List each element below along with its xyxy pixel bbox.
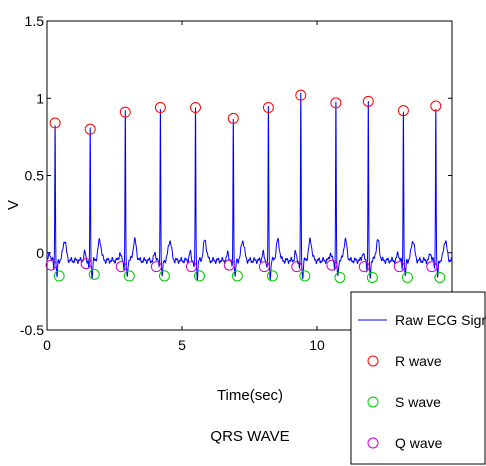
- legend-entry-r-wave: R wave: [395, 353, 442, 369]
- q-wave-marker: [185, 261, 197, 273]
- s-wave-marker: [434, 271, 446, 283]
- axes-box: [46, 20, 453, 331]
- y-tick-label: 0: [36, 245, 44, 261]
- s-wave-marker: [88, 268, 100, 280]
- x-tick-label: 5: [178, 337, 186, 353]
- r-wave-marker: [262, 102, 274, 114]
- q-wave-marker: [258, 261, 270, 273]
- r-wave-marker: [227, 112, 239, 124]
- legend-circle-swatch: [367, 355, 379, 367]
- s-wave-marker: [194, 270, 206, 282]
- q-wave-marker: [80, 258, 92, 270]
- y-tick-label: -0.5: [20, 322, 44, 338]
- q-wave-marker: [426, 261, 438, 273]
- y-tick-label: 1: [36, 90, 44, 106]
- legend-circle-swatch: [367, 396, 379, 408]
- x-axis-label: Time(sec): [217, 387, 283, 404]
- q-wave-marker: [393, 261, 405, 273]
- s-wave-marker: [53, 270, 65, 282]
- y-tick-label: 1.5: [25, 13, 45, 29]
- plot-area: -0.500.511.50 5 10: [20, 13, 453, 353]
- r-wave-marker: [119, 106, 131, 118]
- s-wave-marker: [334, 271, 346, 283]
- s-wave-marker: [299, 270, 311, 282]
- y-tick-label: 0.5: [25, 168, 45, 184]
- y-axis-label: V: [5, 200, 22, 210]
- r-wave-marker: [154, 102, 166, 114]
- s-wave-marker: [123, 270, 135, 282]
- q-wave-marker: [150, 261, 162, 273]
- chart-title: QRS WAVE: [210, 428, 289, 445]
- s-wave-marker: [158, 270, 170, 282]
- r-wave-marker: [362, 95, 374, 107]
- r-wave-marker: [190, 102, 201, 114]
- legend-entry-s-wave: S wave: [395, 394, 441, 410]
- r-wave-marker: [330, 97, 342, 109]
- s-wave-marker: [366, 271, 378, 283]
- tick-marks: [46, 20, 452, 331]
- r-wave-marker: [84, 123, 96, 135]
- r-wave-marker: [430, 100, 442, 112]
- s-wave-marker: [231, 270, 243, 282]
- tick-labels: -0.500.511.50 5 10: [20, 13, 325, 353]
- series-layer: [45, 89, 453, 283]
- s-wave-marker: [401, 271, 413, 283]
- q-wave-marker: [358, 261, 370, 273]
- x-tick-label: 10: [309, 337, 325, 353]
- legend-circle-swatch: [367, 437, 379, 449]
- q-wave-marker: [291, 261, 303, 273]
- q-wave-marker: [45, 259, 57, 271]
- x-tick-label: 0: [43, 337, 51, 353]
- s-wave-marker: [266, 270, 278, 282]
- legend: Raw ECG Signal R wave S wave Q wave: [350, 291, 486, 465]
- q-wave-marker: [115, 261, 127, 273]
- legend-entry-q-wave: Q wave: [395, 435, 443, 451]
- q-wave-marker: [223, 259, 235, 271]
- r-wave-marker: [49, 117, 61, 129]
- r-wave-marker: [397, 105, 409, 117]
- legend-entry-raw-ecg: Raw ECG Signal: [395, 312, 486, 328]
- legend-box: [350, 291, 486, 465]
- r-wave-marker: [295, 89, 307, 101]
- ecg-signal-line: [46, 92, 453, 282]
- q-wave-marker: [326, 259, 338, 271]
